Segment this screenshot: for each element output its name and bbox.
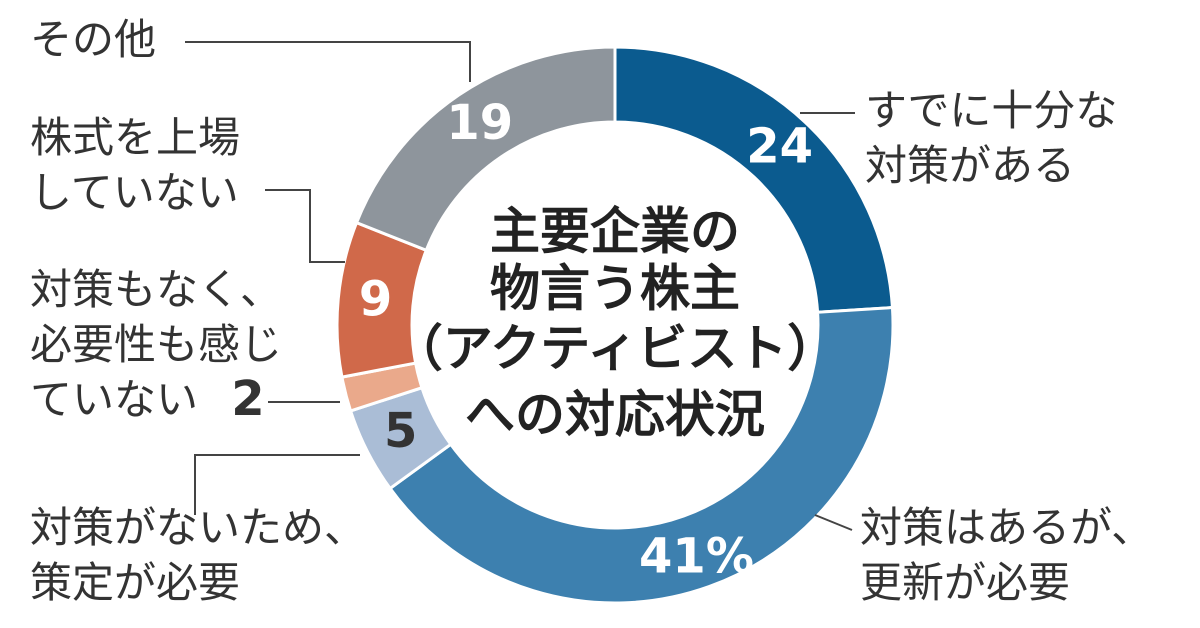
category-label: 株式を上場していない bbox=[30, 113, 240, 217]
donut-segment bbox=[387, 305, 895, 605]
leader-line bbox=[185, 41, 471, 82]
category-label: 対策はあるが、更新が必要 bbox=[860, 503, 1153, 607]
leader-line bbox=[265, 189, 345, 263]
value-label: 41% bbox=[639, 528, 754, 584]
chart-title: 物言う株主 bbox=[490, 260, 740, 318]
value-label: 24 bbox=[746, 119, 813, 175]
leader-line bbox=[194, 454, 360, 515]
value-label: 2 bbox=[231, 371, 264, 427]
value-label: 5 bbox=[384, 403, 417, 459]
category-label: その他 bbox=[30, 15, 156, 64]
category-label: 対策もなく、必要性も感じていない bbox=[30, 265, 282, 424]
chart-title: 主要企業の bbox=[490, 203, 740, 261]
chart-title: （アクティビスト） bbox=[393, 320, 838, 378]
category-label: 対策がないため、策定が必要 bbox=[30, 503, 366, 607]
value-label: 9 bbox=[359, 271, 392, 327]
value-label: 19 bbox=[446, 95, 513, 151]
donut-segment bbox=[613, 45, 895, 314]
category-label: すでに十分な対策がある bbox=[865, 86, 1117, 190]
leader-line bbox=[814, 514, 853, 531]
chart-title: への対応状況 bbox=[465, 386, 765, 444]
donut-segment bbox=[354, 45, 617, 253]
